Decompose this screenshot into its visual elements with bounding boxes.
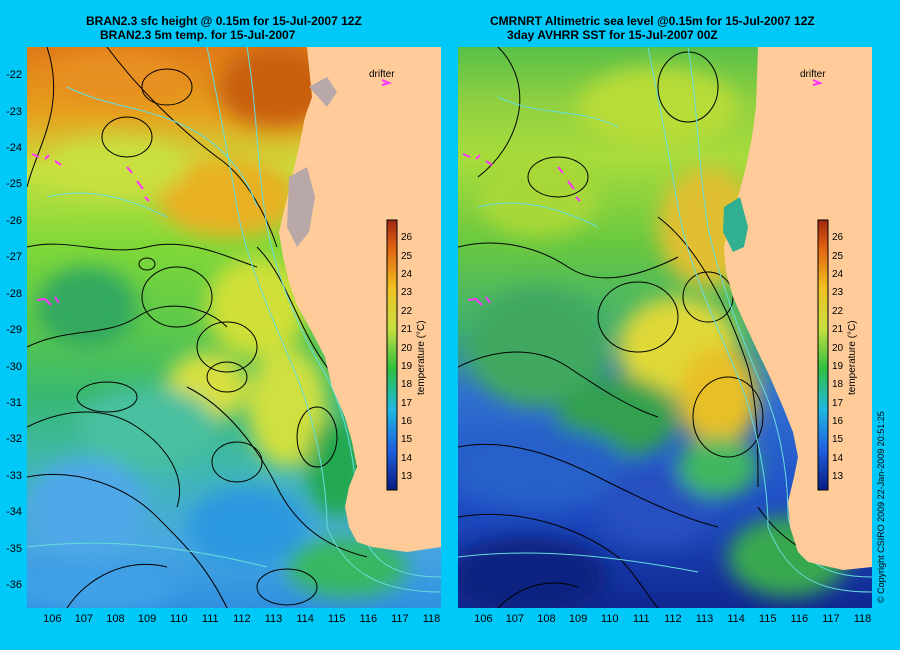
north-west-cape (309, 77, 337, 107)
lat-tick-label: -25 (6, 178, 22, 191)
lon-tick-label: 112 (664, 613, 682, 625)
lon-tick-label: 113 (695, 613, 714, 625)
lat-tick-label: -34 (6, 506, 22, 519)
right-colorbar (817, 219, 829, 491)
lon-tick-label: 115 (758, 613, 777, 625)
colorbar-tick-label: 21 (401, 324, 413, 336)
lat-tick-label: -29 (6, 324, 22, 337)
lon-tick-label: 118 (422, 613, 441, 625)
colorbar-tick-label: 25 (832, 250, 844, 262)
left-colorbar-title: temperature (°C) (416, 320, 427, 395)
lon-tick-label: 117 (391, 613, 409, 625)
colorbar-tick-label: 20 (832, 342, 844, 354)
lon-tick-label: 117 (822, 613, 840, 625)
lon-tick-label: 110 (600, 613, 619, 625)
left-map-svg: drifter (17, 46, 442, 612)
lon-tick-label: 106 (43, 613, 62, 625)
colorbar-tick-label: 18 (401, 379, 413, 391)
colorbar-tick-label: 16 (832, 416, 844, 428)
left-map-panel[interactable]: drifter (17, 46, 442, 612)
colorbar-tick-label: 22 (832, 305, 844, 317)
right-title-line1: CMRNRT Altimetric sea level @0.15m for 1… (490, 14, 815, 28)
lon-tick-label: 106 (474, 613, 493, 625)
lat-tick-label: -24 (6, 142, 22, 154)
shark-bay (287, 167, 315, 247)
colorbar-tick-label: 26 (832, 232, 844, 244)
lon-tick-label: 109 (137, 613, 157, 625)
colorbar-tick-label: 24 (832, 269, 844, 281)
right-colorbar-title: temperature (°C) (847, 320, 858, 395)
land-mass (279, 47, 441, 552)
lon-tick-label: 112 (233, 613, 251, 625)
lon-tick-label: 113 (264, 613, 283, 625)
lon-tick-label: 107 (74, 613, 94, 625)
lon-tick-label: 111 (632, 613, 650, 625)
lon-tick-label: 108 (106, 613, 125, 625)
colorbar-tick-label: 26 (401, 232, 413, 244)
sea-level-contours (26, 46, 368, 609)
lon-tick-label: 109 (568, 613, 588, 625)
colorbar-tick-label: 25 (401, 250, 413, 262)
colorbar-tick-label: 18 (832, 379, 844, 391)
right-map-svg: drifter (448, 46, 873, 617)
lon-tick-label: 108 (537, 613, 556, 625)
lat-tick-label: -33 (6, 469, 22, 482)
lat-tick-label: -22 (6, 69, 22, 82)
lon-tick-label: 110 (169, 613, 188, 625)
bathymetry-contours (457, 46, 873, 593)
lon-tick-label: 107 (505, 613, 525, 625)
colorbar-tick-label: 16 (401, 416, 413, 428)
colorbar-tick-label: 22 (401, 305, 413, 317)
left-title-line2: BRAN2.3 5m temp. for 15-Jul-2007 (100, 28, 296, 42)
colorbar-tick-label: 13 (832, 471, 844, 483)
colorbar-tick-label: 14 (832, 452, 844, 464)
lat-tick-label: -30 (6, 360, 22, 373)
lat-tick-label: -26 (6, 214, 22, 227)
colorbar-tick-label: 19 (401, 360, 413, 372)
colorbar-tick-label: 23 (832, 287, 844, 299)
left-colorbar (386, 219, 398, 491)
lat-tick-label: -31 (6, 397, 22, 409)
colorbar-tick-label: 14 (401, 452, 413, 464)
lat-tick-label: -28 (6, 287, 22, 300)
colorbar-tick-label: 23 (401, 287, 413, 299)
colorbar-tick-label: 15 (401, 434, 413, 446)
colorbar-tick-label: 24 (401, 269, 413, 281)
lon-tick-label: 114 (727, 613, 745, 625)
right-map-panel[interactable]: drifter (448, 46, 873, 617)
left-title-line1: BRAN2.3 sfc height @ 0.15m for 15-Jul-20… (86, 14, 362, 28)
colorbar-tick-label: 17 (832, 397, 844, 409)
shark-bay (723, 197, 748, 252)
lat-tick-label: -23 (6, 105, 22, 118)
copyright-text: © Copyright CSIRO 2009 22-Jan-2009 20:51… (876, 411, 886, 603)
colorbar-tick-label: 19 (832, 360, 844, 372)
lat-tick-label: -32 (6, 433, 22, 446)
lat-tick-label: -35 (6, 542, 22, 555)
lon-tick-label: 111 (201, 613, 219, 625)
right-title-line2: 3day AVHRR SST for 15-Jul-2007 00Z (507, 28, 718, 42)
land-mass (724, 47, 872, 570)
lon-tick-label: 116 (790, 613, 809, 625)
lat-tick-label: -36 (6, 579, 22, 592)
drifter-label: drifter (800, 69, 826, 80)
drifter-tracks (31, 79, 392, 306)
lon-tick-label: 116 (359, 613, 378, 625)
colorbar-tick-label: 17 (401, 397, 413, 409)
lon-tick-label: 114 (296, 613, 314, 625)
colorbar-tick-label: 21 (832, 324, 844, 336)
colorbar-tick-label: 13 (401, 471, 413, 483)
lon-tick-label: 118 (853, 613, 872, 625)
colorbar-tick-label: 20 (401, 342, 413, 354)
drifter-label: drifter (369, 69, 395, 80)
lon-tick-label: 115 (327, 613, 346, 625)
drifter-tracks (462, 79, 823, 306)
lat-tick-label: -27 (6, 251, 22, 264)
colorbar-tick-label: 15 (832, 434, 844, 446)
